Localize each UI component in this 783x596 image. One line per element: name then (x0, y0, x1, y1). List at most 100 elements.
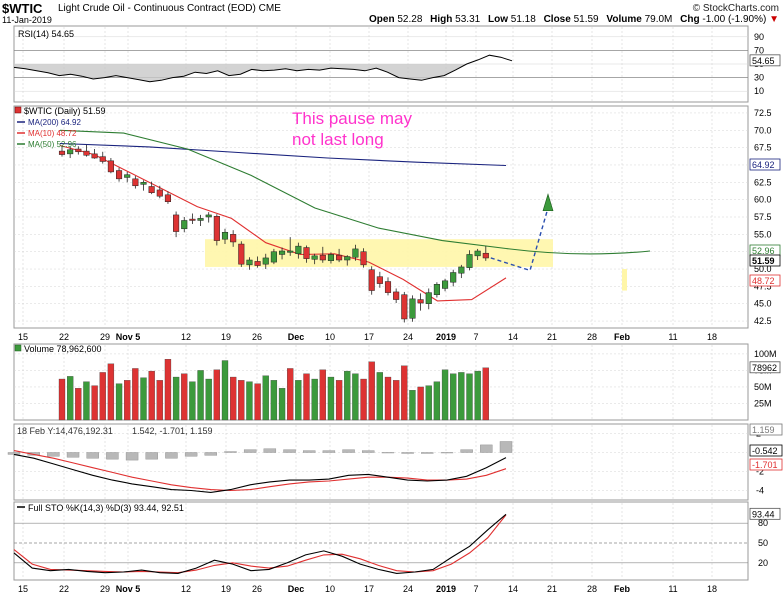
macd-badge-box-2 (749, 458, 783, 471)
chart-header: $WTIC Light Crude Oil - Continuous Contr… (0, 0, 783, 26)
x-label-bottom-5: 19 (221, 584, 231, 594)
macd-hist-10 (204, 452, 218, 456)
candle-body-17 (197, 218, 204, 221)
macd-hist-3 (66, 452, 80, 458)
open-value: 52.28 (397, 14, 423, 25)
down-arrow-icon: ▼ (769, 14, 779, 25)
x-label-mid-3: Nov 5 (116, 332, 141, 342)
candle-body-12 (156, 189, 163, 197)
candle-body-29 (295, 245, 302, 255)
brand-watermark: © StockCharts.com (692, 3, 779, 14)
vol-ylabel-3: 25M (754, 398, 772, 408)
candle-body-41 (393, 291, 400, 300)
candle-body-7 (116, 170, 123, 180)
rsi-ylabel-3: 30 (754, 73, 764, 83)
candle-body-5 (99, 156, 106, 162)
candle-body-18 (205, 214, 212, 218)
sto-badge-box (749, 507, 781, 520)
volume-bar-52 (482, 367, 489, 421)
candle-body-9 (132, 178, 139, 187)
macd-badge-value-1: -0.542 (752, 446, 778, 456)
x-label-bottom-17: 11 (668, 584, 677, 594)
candle-body-35 (344, 256, 351, 261)
high-label: High (430, 14, 453, 25)
price-ylabel-2: 67.5 (754, 143, 772, 153)
rsi-ylabel-0: 90 (754, 32, 764, 42)
x-label-bottom-0: 15 (18, 584, 28, 594)
x-label-mid-10: 24 (403, 332, 413, 342)
panel-frame-1 (13, 105, 749, 329)
volume-bar-37 (360, 378, 367, 421)
x-label-bottom-18: 18 (707, 584, 717, 594)
price-badge-value-1: 52.96 (752, 246, 775, 256)
x-label-mid-15: 28 (587, 332, 597, 342)
candle-body-0 (58, 150, 66, 155)
x-label-mid-0: 15 (18, 332, 28, 342)
x-label-bottom-6: 26 (252, 584, 262, 594)
candle-body-31 (311, 255, 318, 260)
volume-bar-43 (409, 390, 416, 421)
volume-bar-18 (205, 378, 212, 421)
candle-body-50 (466, 254, 473, 268)
volume-bar-46 (433, 381, 441, 421)
volume-bar-6 (107, 363, 115, 421)
x-label-bottom-16: Feb (614, 584, 631, 594)
exchange: CME (258, 3, 281, 14)
candle-body-13 (164, 194, 171, 202)
ma50-projection (505, 247, 651, 255)
high-value: 53.31 (455, 14, 481, 25)
candle-body-19 (213, 216, 220, 241)
macd-badge-box-0 (749, 423, 783, 436)
price-ylabel-11: 45.0 (754, 299, 772, 309)
x-label-bottom-2: 29 (100, 584, 110, 594)
candle-body-24 (254, 261, 261, 266)
candle-body-42 (401, 294, 408, 320)
close-label: Close (543, 14, 571, 25)
price-badge-value-0: 64.92 (752, 160, 775, 170)
volume-bar-30 (303, 373, 310, 421)
volume-bar-50 (466, 373, 473, 421)
annotation-line-1: This pause may (292, 109, 412, 128)
price-ylabel-7: 55.0 (754, 229, 772, 239)
x-label-mid-4: 12 (181, 332, 191, 342)
volume-bar-2 (75, 388, 82, 421)
macd-ylabel-3: -4 (756, 486, 764, 496)
price-badge-box-0 (749, 158, 781, 171)
volume-bar-10 (140, 377, 147, 421)
volume-bar-49 (458, 372, 465, 421)
sto-k-line (13, 513, 507, 574)
x-label-bottom-14: 21 (547, 584, 557, 594)
x-label-mid-11: 2019 (436, 332, 456, 342)
macd-hist-20 (401, 452, 414, 454)
volume-bar-12 (156, 380, 163, 421)
volume-bar-40 (384, 376, 392, 421)
sto-badge-value: 93.44 (752, 509, 775, 519)
volume-bar-4 (91, 385, 98, 421)
price-title-swatch (14, 106, 22, 114)
price-ylabel-6: 57.5 (754, 212, 772, 222)
macd-hist-22 (440, 452, 454, 454)
macd-hist-18 (362, 450, 375, 453)
price-ylabel-5: 60.0 (754, 195, 772, 205)
volume-value: 79.0M (644, 14, 673, 25)
volume-bar-41 (392, 380, 400, 421)
price-badge-box-3 (749, 274, 781, 287)
x-label-bottom-13: 14 (508, 584, 518, 594)
candle-body-4 (91, 153, 98, 159)
rsi-title: RSI(14) 54.65 (18, 29, 74, 39)
sto-ylabel-2: 20 (758, 558, 768, 568)
volume-bar-32 (319, 369, 326, 421)
open-label: Open (369, 14, 395, 25)
panel-frame-3 (13, 423, 749, 501)
x-label-mid-7: Dec (288, 332, 305, 342)
volume-bar-11 (148, 370, 155, 421)
candle-body-15 (181, 220, 188, 230)
candle-body-52 (482, 252, 489, 259)
x-label-bottom-11: 2019 (436, 584, 456, 594)
candle-body-48 (450, 272, 457, 283)
volume-bar-31 (311, 378, 318, 421)
volume-bar-22 (238, 380, 245, 421)
candle-body-14 (173, 214, 180, 232)
macd-signal-line (13, 450, 507, 492)
